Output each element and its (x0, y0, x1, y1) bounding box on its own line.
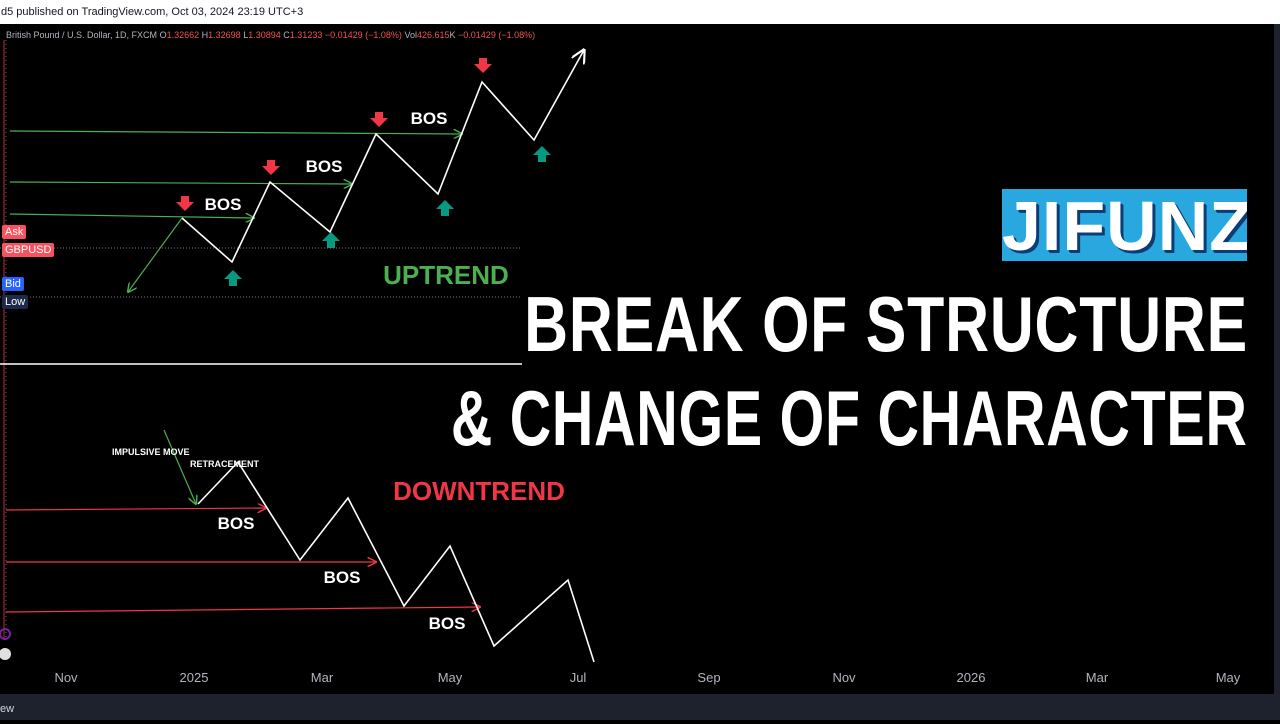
x-tick: 2026 (956, 670, 986, 685)
bos-line-down-1 (5, 508, 266, 510)
footer-text[interactable]: ew (0, 703, 15, 715)
bos-line-up-3 (9, 131, 462, 134)
flag-icon (0, 648, 11, 660)
bid-tag: Bid (2, 277, 24, 291)
bos-label-down-3: BOS (429, 614, 466, 633)
volume-value: 426.615 (416, 30, 450, 40)
bos-label-up-2: BOS (306, 157, 343, 176)
published-text: d5 published on TradingView.com, Oct 03,… (1, 6, 304, 18)
low-value: 1.30894 (248, 30, 281, 40)
time-axis[interactable]: Nov 2025 Mar May Jul Sep Nov 2026 Mar Ma… (0, 666, 1274, 690)
x-tick: Sep (697, 670, 721, 685)
x-tick: Nov (54, 670, 78, 685)
bos-label-up-1: BOS (205, 195, 242, 214)
change-value: −0.01429 (−1.08%) (324, 30, 402, 40)
published-bar: d5 published on TradingView.com, Oct 03,… (0, 0, 1280, 24)
headline-line-2: & CHANGE OF CHARACTER (451, 374, 1248, 462)
bos-label-down-1: BOS (218, 514, 255, 533)
red-arrow-icon (176, 58, 492, 211)
bos-label-down-2: BOS (324, 568, 361, 587)
high-value: 1.32698 (208, 30, 241, 40)
symbol-name: British Pound / U.S. Dollar, 1D, FXCM (6, 30, 158, 40)
impulsive-move-label: IMPULSIVE MOVE (112, 447, 190, 457)
bos-line-up-2 (9, 182, 352, 184)
x-tick: May (1215, 670, 1241, 685)
x-tick: 2025 (179, 670, 209, 685)
impulse-up-arrow (128, 217, 183, 292)
impulse-down-arrow (163, 429, 196, 504)
x-tick: Jul (569, 670, 587, 685)
alert-icon (0, 628, 11, 640)
ask-tag: Ask (2, 225, 27, 239)
x-tick: Mar (310, 670, 334, 685)
price-scale[interactable] (1274, 24, 1280, 694)
brand-title: JIFUNZE (1002, 189, 1247, 261)
bos-line-down-3 (5, 607, 480, 613)
bos-line-up-1 (9, 214, 254, 218)
chart-area[interactable] (0, 24, 1274, 694)
uptrend-zigzag (181, 50, 584, 264)
x-tick: Nov (832, 670, 856, 685)
symbol-legend: British Pound / U.S. Dollar, 1D, FXCM O1… (6, 30, 536, 40)
close-value: 1.31233 (289, 30, 323, 40)
symbol-tag: GBPUSD (2, 243, 55, 257)
retracement-label: RETRACEMENT (190, 459, 260, 469)
volume-change-value: −0.01429 (−1.08%) (458, 30, 536, 40)
open-value: 1.32662 (166, 30, 200, 40)
downtrend-zigzag (197, 460, 595, 663)
bos-label-up-3: BOS (411, 109, 448, 128)
bottom-bar[interactable]: ew (0, 694, 1280, 720)
low-tag: Low (2, 295, 29, 309)
teal-arrow-icon (224, 146, 551, 286)
x-tick: Mar (1085, 670, 1109, 685)
uptrend-label: UPTREND (383, 260, 509, 290)
headline-line-1: BREAK OF STRUCTURE (524, 280, 1248, 368)
x-tick: May (437, 670, 463, 685)
downtrend-label: DOWNTREND (393, 476, 565, 506)
